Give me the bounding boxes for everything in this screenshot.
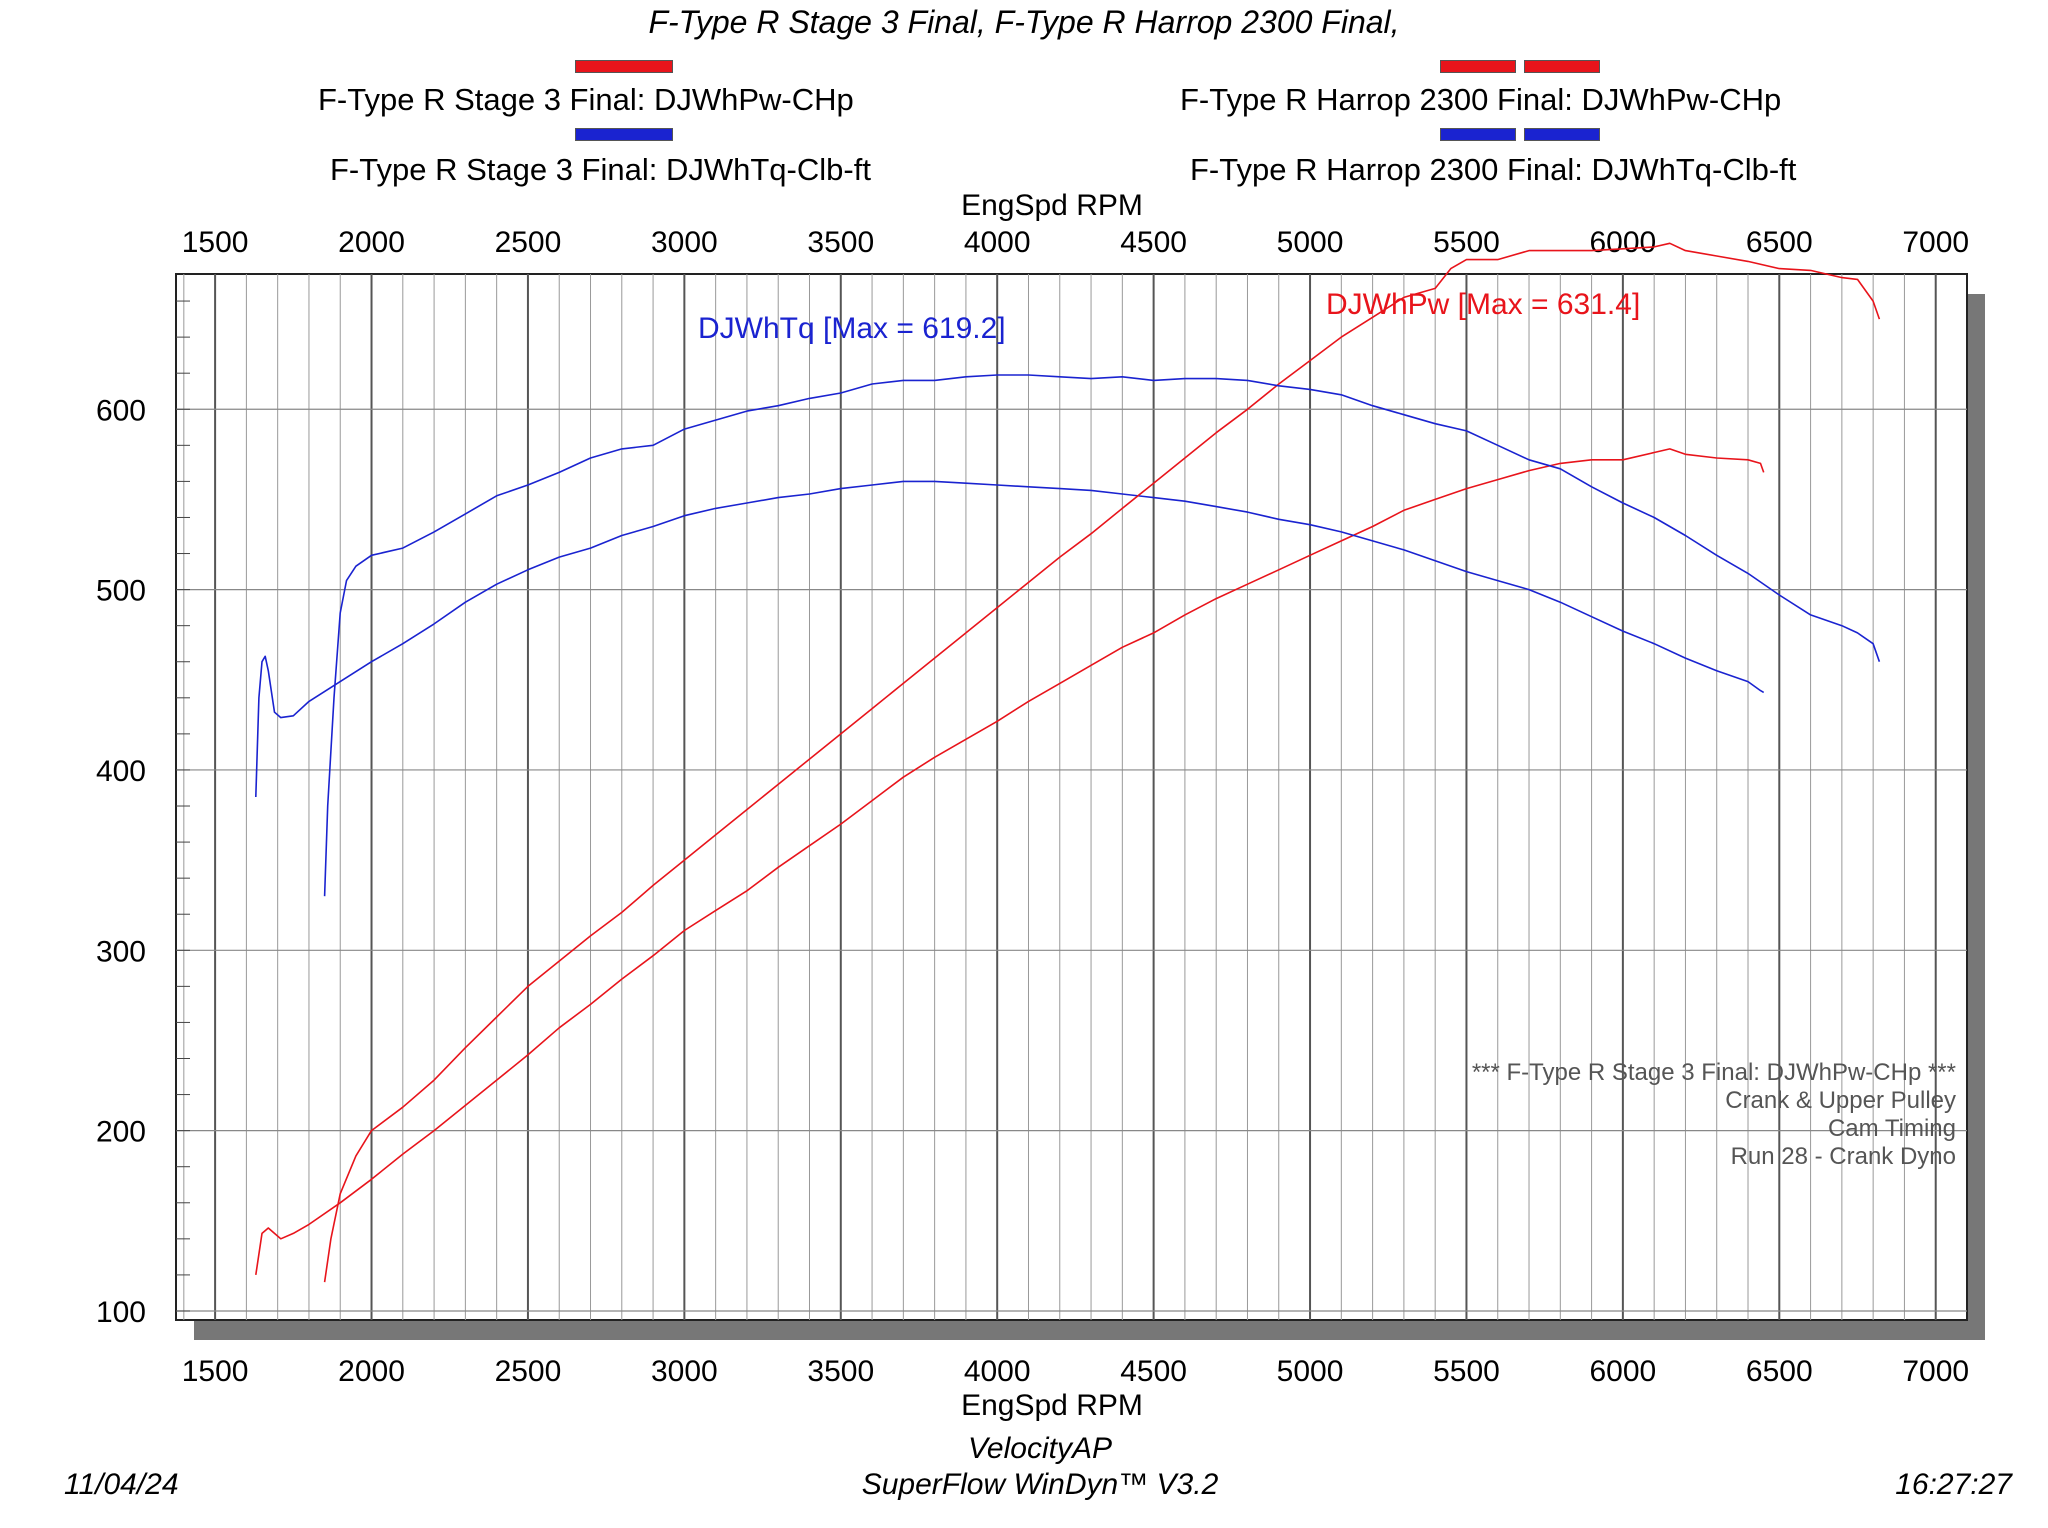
legend-label-stage3-power: F-Type R Stage 3 Final: DJWhPw-CHp <box>318 82 854 117</box>
legend-swatch-stage3-power <box>575 60 673 73</box>
power-max-label: DJWhPw [Max = 631.4] <box>1326 288 1640 321</box>
legend-swatch-harrop-torque-a <box>1440 128 1516 141</box>
x-tick-label-top: 2000 <box>338 226 405 259</box>
x-tick-label-bottom: 5000 <box>1277 1355 1344 1388</box>
x-tick-label-top: 6000 <box>1590 226 1657 259</box>
x-tick-label-bottom: 4500 <box>1120 1355 1187 1388</box>
plot-area <box>175 273 1968 1321</box>
footer-time: 16:27:27 <box>1895 1468 2012 1501</box>
y-tick-label: 500 <box>96 575 146 608</box>
x-tick-label-top: 7000 <box>1902 226 1969 259</box>
footer-software: SuperFlow WinDyn™ V3.2 <box>861 1468 1219 1501</box>
x-tick-label-bottom: 2000 <box>338 1355 405 1388</box>
note-line: Cam Timing <box>1828 1115 1956 1142</box>
legend-swatch-stage3-torque <box>575 128 673 141</box>
x-tick-label-top: 4000 <box>964 226 1031 259</box>
x-tick-label-top: 3500 <box>807 226 874 259</box>
legend-label-stage3-torque: F-Type R Stage 3 Final: DJWhTq-Clb-ft <box>330 152 871 187</box>
legend-swatch-harrop-power-a <box>1440 60 1516 73</box>
x-axis-title-bottom: EngSpd RPM <box>961 1389 1143 1422</box>
x-tick-label-bottom: 1500 <box>182 1355 249 1388</box>
legend-swatch-harrop-power-b <box>1524 60 1600 73</box>
note-line: *** F-Type R Stage 3 Final: DJWhPw-CHp *… <box>1472 1059 1956 1086</box>
series-line-2 <box>255 480 1765 798</box>
x-tick-label-bottom: 6500 <box>1746 1355 1813 1388</box>
x-tick-label-bottom: 3000 <box>651 1355 718 1388</box>
y-tick-label: 200 <box>96 1116 146 1149</box>
y-tick-label: 300 <box>96 935 146 968</box>
chart-title: F-Type R Stage 3 Final, F-Type R Harrop … <box>648 4 1400 40</box>
legend-label-harrop-power: F-Type R Harrop 2300 Final: DJWhPw-CHp <box>1180 82 1782 117</box>
y-tick-label: 400 <box>96 755 146 788</box>
torque-max-label: DJWhTq [Max = 619.2] <box>698 312 1006 345</box>
x-tick-label-bottom: 7000 <box>1902 1355 1969 1388</box>
note-line: Crank & Upper Pulley <box>1725 1087 1956 1114</box>
x-tick-label-top: 3000 <box>651 226 718 259</box>
x-tick-label-top: 6500 <box>1746 226 1813 259</box>
footer-company: VelocityAP <box>968 1432 1112 1465</box>
y-tick-label: 100 <box>96 1296 146 1329</box>
x-tick-label-bottom: 5500 <box>1433 1355 1500 1388</box>
legend-label-harrop-torque: F-Type R Harrop 2300 Final: DJWhTq-Clb-f… <box>1190 152 1797 187</box>
series-line-1 <box>255 448 1765 1276</box>
x-tick-label-bottom: 3500 <box>807 1355 874 1388</box>
x-tick-label-top: 2500 <box>495 226 562 259</box>
x-axis-title-top: EngSpd RPM <box>961 189 1143 222</box>
x-tick-label-bottom: 6000 <box>1590 1355 1657 1388</box>
y-tick-label: 600 <box>96 394 146 427</box>
x-tick-label-bottom: 2500 <box>495 1355 562 1388</box>
series-line-3 <box>323 242 1881 1283</box>
x-tick-label-top: 1500 <box>182 226 249 259</box>
x-tick-label-top: 5000 <box>1277 226 1344 259</box>
x-tick-label-top: 5500 <box>1433 226 1500 259</box>
x-tick-label-top: 4500 <box>1120 226 1187 259</box>
series-line-4 <box>323 374 1881 897</box>
note-line: Run 28 - Crank Dyno <box>1731 1143 1956 1170</box>
x-tick-label-bottom: 4000 <box>964 1355 1031 1388</box>
legend-swatch-harrop-torque-b <box>1524 128 1600 141</box>
footer-date: 11/04/24 <box>64 1468 179 1501</box>
